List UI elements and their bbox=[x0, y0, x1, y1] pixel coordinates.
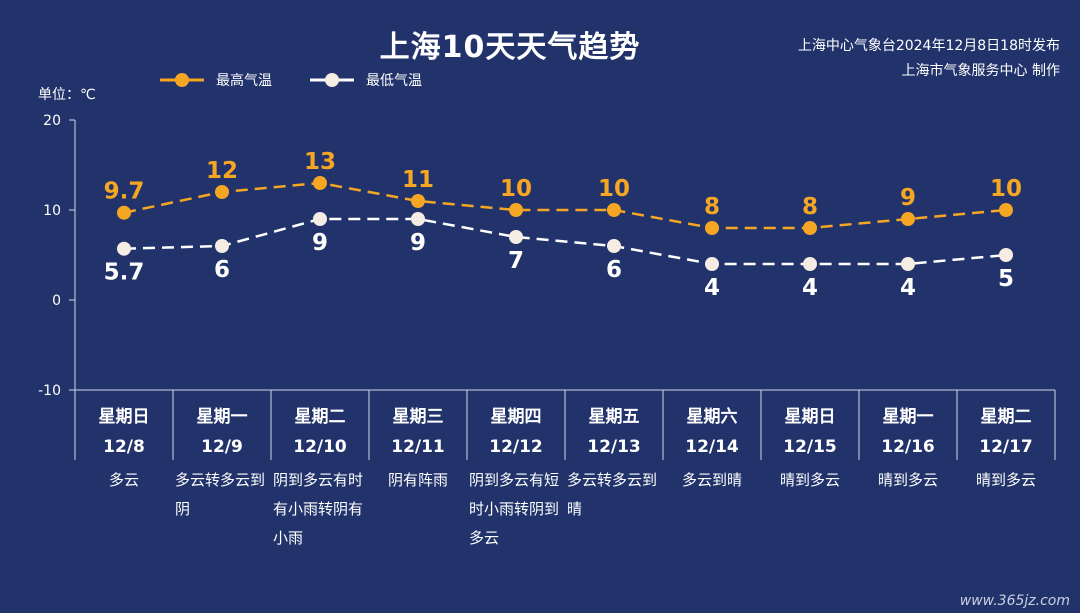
x-tick-date: 12/9 bbox=[201, 437, 243, 457]
high-temp-point bbox=[411, 194, 425, 208]
high-temp-label: 8 bbox=[704, 194, 720, 220]
weather-description: 多云 bbox=[108, 471, 139, 489]
x-tick-date: 12/10 bbox=[293, 437, 347, 457]
low-temp-point bbox=[313, 212, 327, 226]
high-temp-point bbox=[607, 203, 621, 217]
legend-high-label: 最高气温 bbox=[216, 73, 272, 89]
low-temp-label: 9 bbox=[410, 230, 426, 256]
weather-description: 阴有阵雨 bbox=[387, 471, 448, 489]
temperature-chart: 20 10 0 -10 星期日 12/8 星期一 12/9 星期二 12/10 星期三 12/11 星期… bbox=[38, 113, 1056, 460]
x-tick-weekday: 星期四 bbox=[491, 407, 542, 427]
high-temp-point bbox=[999, 203, 1013, 217]
weather-description: 晴到多云 bbox=[779, 471, 840, 489]
high-temp-label: 10 bbox=[598, 176, 630, 202]
low-temp-point bbox=[607, 239, 621, 253]
x-tick-date: 12/12 bbox=[489, 437, 543, 457]
high-temp-label: 13 bbox=[304, 149, 336, 175]
legend-low-marker-icon bbox=[310, 73, 354, 87]
weather-description: 多云转多云到阴 bbox=[175, 471, 266, 518]
x-tick-weekday: 星期一 bbox=[883, 407, 934, 427]
weather-description: 阴到多云有短时小雨转阴到多云 bbox=[469, 471, 560, 547]
x-tick-weekday: 星期五 bbox=[589, 407, 640, 427]
low-temp-point bbox=[803, 257, 817, 271]
x-tick-date: 12/13 bbox=[587, 437, 641, 457]
high-temp-line bbox=[123, 181, 1007, 230]
x-tick-date: 12/16 bbox=[881, 437, 935, 457]
low-temp-label: 4 bbox=[802, 275, 818, 301]
high-temp-label: 8 bbox=[802, 194, 818, 220]
page-title: 上海10天天气趋势 bbox=[379, 30, 641, 65]
high-temp-point bbox=[901, 212, 915, 226]
x-tick-weekday: 星期日 bbox=[785, 407, 836, 427]
low-temp-point bbox=[215, 239, 229, 253]
high-temp-label: 9 bbox=[900, 185, 916, 211]
y-tick-label: 20 bbox=[43, 113, 61, 129]
y-tick-label: -10 bbox=[38, 383, 61, 399]
legend-item-high[interactable]: 最高气温 bbox=[160, 70, 272, 90]
x-tick-weekday: 星期六 bbox=[687, 406, 738, 427]
low-temp-point bbox=[901, 257, 915, 271]
low-temp-point bbox=[999, 248, 1013, 262]
low-temp-point bbox=[705, 257, 719, 271]
high-temp-label: 9.7 bbox=[104, 179, 145, 205]
low-temp-line bbox=[123, 217, 1007, 266]
x-tick-weekday: 星期二 bbox=[295, 407, 346, 427]
high-temp-point bbox=[803, 221, 817, 235]
y-tick-label: 0 bbox=[52, 293, 61, 309]
low-temp-label: 6 bbox=[606, 257, 622, 283]
low-temp-label: 7 bbox=[508, 248, 524, 274]
source-info: 上海中心气象台2024年12月8日18时发布 上海市气象服务中心 制作 bbox=[798, 34, 1060, 84]
high-temp-point bbox=[215, 185, 229, 199]
weather-description: 多云转多云到晴 bbox=[567, 471, 658, 518]
low-temp-point bbox=[117, 241, 131, 256]
high-temp-label: 11 bbox=[402, 167, 434, 193]
unit-label: 单位：℃ bbox=[38, 87, 96, 103]
high-temp-label: 12 bbox=[206, 158, 238, 184]
x-tick-date: 12/15 bbox=[783, 437, 837, 457]
legend-high-marker-icon bbox=[160, 73, 204, 87]
weather-description: 阴到多云有时有小雨转阴有小雨 bbox=[273, 471, 364, 547]
x-tick-date: 12/14 bbox=[685, 437, 739, 457]
low-temp-label: 6 bbox=[214, 257, 230, 283]
x-tick-weekday: 星期二 bbox=[981, 407, 1032, 427]
watermark: www.365jz.com bbox=[959, 593, 1070, 609]
high-temp-point bbox=[313, 176, 327, 190]
x-tick-weekday: 星期一 bbox=[197, 407, 248, 427]
high-temp-label: 10 bbox=[990, 176, 1022, 202]
low-temp-label: 4 bbox=[900, 275, 916, 301]
high-temp-point bbox=[705, 221, 719, 235]
low-temp-label: 5 bbox=[998, 266, 1014, 292]
low-temp-label: 9 bbox=[312, 230, 328, 256]
low-temp-point bbox=[509, 230, 523, 244]
x-tick-weekday: 星期日 bbox=[99, 407, 150, 427]
source-line-2: 上海市气象服务中心 制作 bbox=[901, 63, 1060, 79]
high-temp-point bbox=[509, 203, 523, 217]
legend-low-label: 最低气温 bbox=[366, 73, 422, 89]
x-tick-weekday: 星期三 bbox=[393, 407, 444, 427]
high-temp-label: 10 bbox=[500, 176, 532, 202]
weather-description: 晴到多云 bbox=[877, 471, 938, 489]
x-tick-date: 12/17 bbox=[979, 437, 1033, 457]
weather-description: 多云到晴 bbox=[681, 471, 742, 489]
legend-item-low[interactable]: 最低气温 bbox=[310, 70, 422, 90]
x-tick-date: 12/8 bbox=[103, 437, 145, 457]
low-temp-label: 4 bbox=[704, 275, 720, 301]
low-temp-point bbox=[411, 212, 425, 226]
source-line-1: 上海中心气象台2024年12月8日18时发布 bbox=[797, 38, 1060, 54]
x-tick-date: 12/11 bbox=[391, 437, 445, 457]
low-temp-label: 5.7 bbox=[104, 260, 145, 286]
weather-description: 晴到多云 bbox=[975, 471, 1036, 489]
high-temp-point bbox=[117, 205, 131, 220]
y-tick-label: 10 bbox=[43, 203, 61, 219]
